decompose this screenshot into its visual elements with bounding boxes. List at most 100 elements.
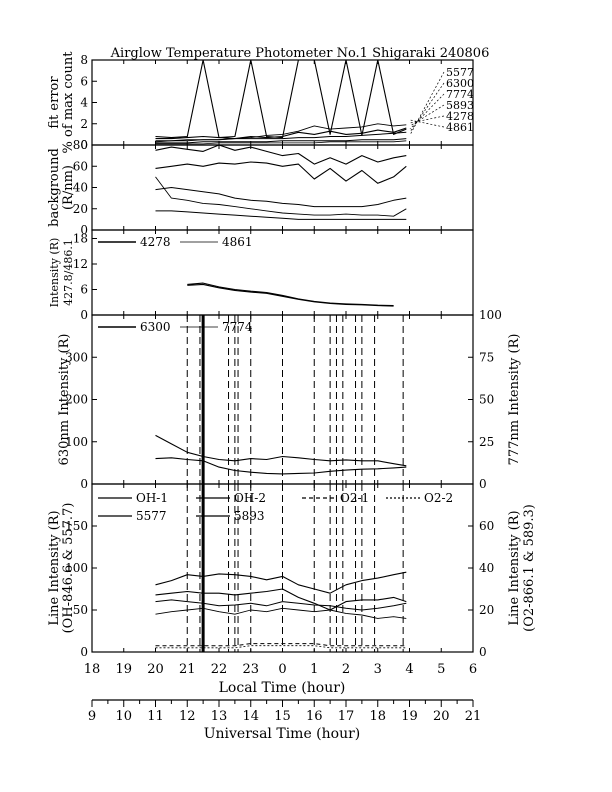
y-tick-label: 200 xyxy=(65,393,88,407)
y-tick-label: 6 xyxy=(80,74,88,88)
lt-tick-label: 2 xyxy=(342,662,350,677)
legend-5893: 5893 xyxy=(446,99,474,112)
local-time-label: Local Time (hour) xyxy=(219,680,346,696)
legend-leader xyxy=(409,119,445,128)
y-tick-label: 50 xyxy=(73,603,88,617)
background-frame xyxy=(91,144,474,231)
lt-tick-label: 3 xyxy=(374,662,382,677)
fit_error-series xyxy=(155,60,407,145)
intensity_427_486-series xyxy=(187,282,394,307)
y-tick-label: 8 xyxy=(80,53,88,67)
universal-time-axis: 9 10 11 12 13 14 15 16 17 18 19 20 21 xyxy=(88,699,482,724)
legend-5577: 5577 xyxy=(136,509,167,523)
legend-6300: 6300 xyxy=(140,320,171,334)
background-ylabel: (R/nm) xyxy=(61,165,76,210)
fit_error-ylabel: fit error xyxy=(47,76,62,129)
legend-5893: 5893 xyxy=(234,509,265,523)
legend-7774: 7774 xyxy=(222,320,253,334)
y-tick-label: 300 xyxy=(65,350,88,364)
lt-tick-label: 4 xyxy=(405,662,413,677)
legend-7774: 7774 xyxy=(446,88,474,101)
series-6300 xyxy=(155,434,407,467)
ut-tick-label: 12 xyxy=(179,709,196,724)
lt-tick-label: 20 xyxy=(147,662,164,677)
y-tick-label-right: 60 xyxy=(479,519,494,533)
y-tick-label: 18 xyxy=(73,232,88,246)
y-tick-label: 0 xyxy=(80,645,88,659)
line_intensity-ylabel-right: Line Intensity (R) xyxy=(507,510,522,625)
series-line-3 xyxy=(155,187,407,208)
chart-title: Airglow Temperature Photometer No.1 Shig… xyxy=(110,46,490,61)
series-OH-2 xyxy=(155,588,407,611)
legend-leader xyxy=(409,93,445,130)
lt-tick-label: 6 xyxy=(469,662,477,677)
y-tick-label-right: 40 xyxy=(479,561,494,575)
y-tick-label: 20 xyxy=(73,202,88,216)
background-ylabel: background xyxy=(47,148,62,227)
ut-tick-label: 19 xyxy=(401,709,418,724)
y-tick-label-right: 50 xyxy=(479,393,494,407)
y-tick-label: 6 xyxy=(80,283,88,297)
line_intensity-ylabel-right: (O2-866.1 & 589.3) xyxy=(522,504,537,632)
y-tick-label: 40 xyxy=(73,181,88,195)
legend-O2-2: O2-2 xyxy=(424,491,453,505)
line_intensity-series xyxy=(155,484,407,652)
ut-tick-label: 11 xyxy=(147,709,164,724)
legend-OH-2: OH-2 xyxy=(234,491,266,505)
legend-4861: 4861 xyxy=(222,235,253,249)
series-OH-1 xyxy=(155,571,407,594)
y-tick-label: 60 xyxy=(73,159,88,173)
background-series xyxy=(155,145,407,220)
legend-4278: 4278 xyxy=(446,110,474,123)
y-tick-label: 0 xyxy=(80,138,88,152)
y-tick-label: 0 xyxy=(80,308,88,322)
y-tick-label: 4 xyxy=(80,96,88,110)
lt-tick-label: 0 xyxy=(278,662,286,677)
ut-tick-label: 15 xyxy=(274,709,291,724)
series-5577 xyxy=(155,60,407,139)
legend-leader xyxy=(409,104,445,127)
ut-tick-label: 20 xyxy=(433,709,450,724)
ut-tick-label: 18 xyxy=(369,709,386,724)
legend-OH-1: OH-1 xyxy=(136,491,168,505)
lt-tick-label: 5 xyxy=(437,662,445,677)
lt-tick-label: 18 xyxy=(84,662,101,677)
y-tick-label-right: 25 xyxy=(479,435,494,449)
y-tick-label-right: 75 xyxy=(479,350,494,364)
series-4278 xyxy=(187,282,394,307)
ut-tick-label: 16 xyxy=(306,709,323,724)
series-5893 xyxy=(155,599,407,611)
y-tick-label: 12 xyxy=(73,257,88,271)
y-tick-label: 150 xyxy=(65,519,88,533)
series-4861 xyxy=(155,140,407,145)
legend-leader xyxy=(409,115,445,124)
series-O2-1 xyxy=(155,643,407,647)
ut-tick-label: 21 xyxy=(465,709,482,724)
ut-tick-label: 9 xyxy=(88,709,96,724)
y-tick-label-right: 100 xyxy=(479,308,502,322)
lt-tick-label: 21 xyxy=(179,662,196,677)
y-tick-label: 100 xyxy=(65,435,88,449)
y-tick-label-right: 0 xyxy=(479,477,487,491)
lt-tick-label: 1 xyxy=(310,662,318,677)
series-7774 xyxy=(155,457,407,475)
series-5577 xyxy=(155,607,407,619)
y-tick-label: 2 xyxy=(80,117,88,131)
ut-tick-label: 13 xyxy=(211,709,228,724)
fit-error-panel: 0 2 4 6 8 fit error% of max count 557763007774… xyxy=(47,51,474,154)
series-line-1 xyxy=(155,161,407,184)
fit_error-frame xyxy=(91,59,474,146)
series-6300 xyxy=(155,127,407,140)
y-tick-label: 0 xyxy=(80,477,88,491)
legend-4278: 4278 xyxy=(140,235,171,249)
series-4861 xyxy=(187,283,394,307)
ut-tick-label: 14 xyxy=(242,709,259,724)
legend-leader xyxy=(409,82,445,133)
line_intensity-ylabel: Line Intensity (R) xyxy=(47,510,62,625)
local-time-axis: 18 19 20 21 22 23 0 1 2 3 4 5 6 xyxy=(84,662,477,677)
legend-4861: 4861 xyxy=(446,121,474,134)
series-4278 xyxy=(155,138,407,144)
ut-tick-label: 17 xyxy=(338,709,355,724)
